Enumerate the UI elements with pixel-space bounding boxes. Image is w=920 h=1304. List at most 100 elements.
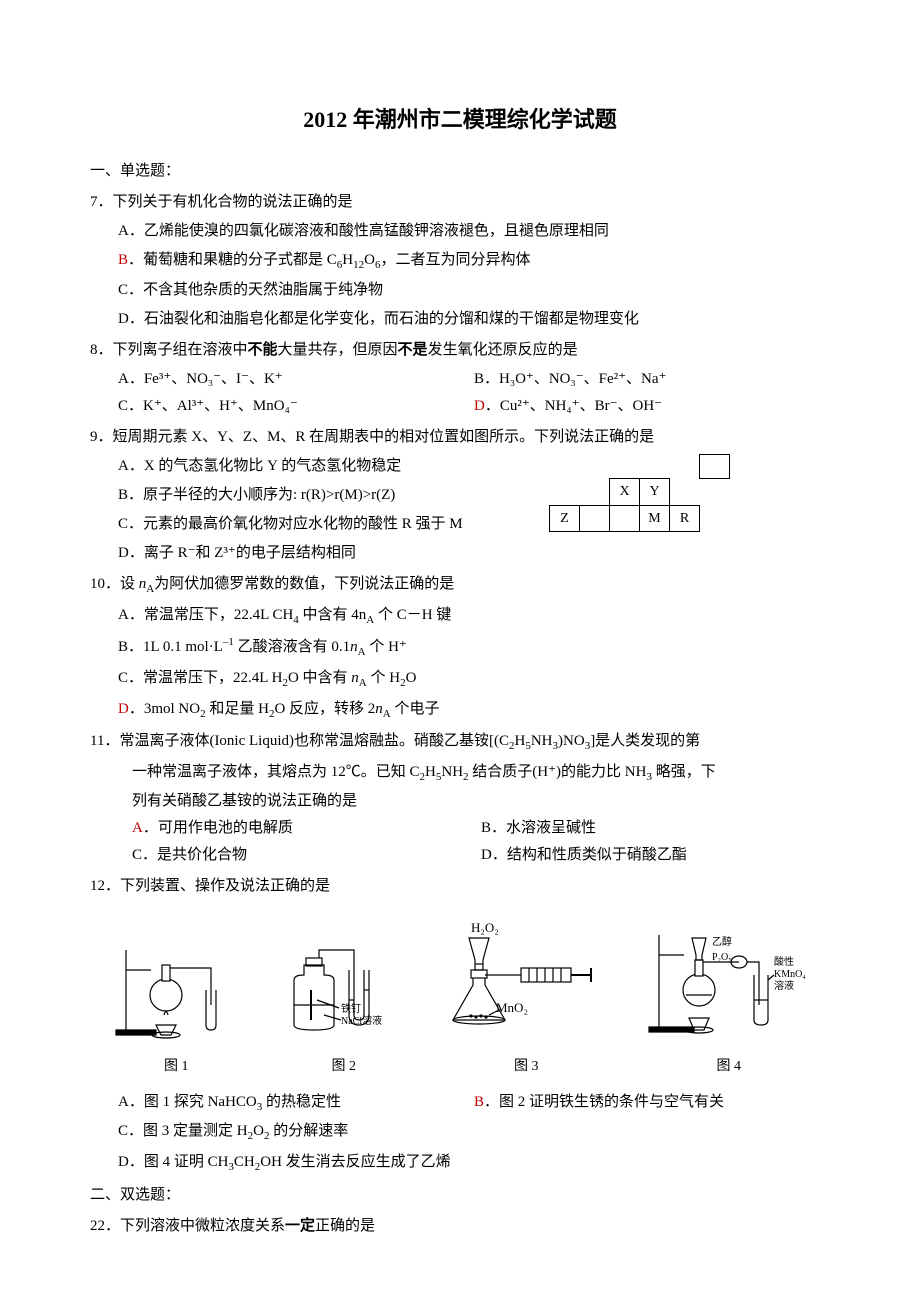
document-title: 2012 年潮州市二模理综化学试题 xyxy=(90,100,830,140)
q8-d-prefix: D xyxy=(474,398,485,414)
q8-option-b: B．H₃O⁺、NO₃⁻、Fe²⁺、Na⁺ xyxy=(474,366,830,393)
fig4-label-acid: 酸性 xyxy=(774,955,794,968)
q7-b-mid1: H xyxy=(342,252,353,268)
q11-option-c: C．是共价化合物 xyxy=(132,842,481,869)
question-11: 11．常温离子液体(Ionic Liquid)也称常温熔融盐。硝酸乙基铵[(C2… xyxy=(90,728,830,869)
q11-l2-post: 略强，下 xyxy=(652,764,716,780)
q12-option-a: A．图 1 探究 NaHCO3 的热稳定性 xyxy=(118,1089,474,1118)
q10-b-post: 个 H⁺ xyxy=(366,639,407,655)
fig3-label: 图 3 xyxy=(441,1054,611,1079)
question-22: 22．下列溶液中微粒浓度关系一定正确的是 xyxy=(90,1213,830,1240)
q7-option-c: C．不含其他杂质的天然油脂属于纯净物 xyxy=(118,277,830,304)
question-7: 7．下列关于有机化合物的说法正确的是 A．乙烯能使溴的四氯化碳溶液和酸性高锰酸钾… xyxy=(90,189,830,334)
q11-stem-l2: 一种常温离子液体，其熔点为 12℃。已知 C2H5NH2 结合质子(H⁺)的能力… xyxy=(90,759,830,788)
q9-option-d: D．离子 R⁻和 Z³⁺的电子层结构相同 xyxy=(118,540,830,567)
q11-l1-pre: 11．常温离子液体(Ionic Liquid)也称常温熔融盐。硝酸乙基铵[(C xyxy=(90,733,509,749)
fig4-label-kmno4: KMnO₄ xyxy=(774,969,806,980)
pt-cell-x: X xyxy=(610,479,640,505)
q10-stem: 10．设 nA为阿伏加德罗常数的数值，下列说法正确的是 xyxy=(90,571,830,600)
q10-d-prefix: D xyxy=(118,701,129,717)
q12-figures: 图 1 铁钉 xyxy=(90,920,830,1079)
q10-c-sub2: A xyxy=(359,677,367,689)
q10-c-pre: C．常温常压下，22.4L H xyxy=(118,670,282,686)
periodic-table-diagram: XY ZMR xyxy=(549,454,730,531)
q8-option-d: D．Cu²⁺、NH₄⁺、Br⁻、OH⁻ xyxy=(474,393,830,420)
q7-option-a: A．乙烯能使溴的四氯化碳溶液和酸性高锰酸钾溶液褪色，且褪色原理相同 xyxy=(118,218,830,245)
fig4-svg: 乙醇 P₂O₅ 酸性 KMnO₄ 溶液 xyxy=(644,920,814,1040)
q10-b-pre: B．1L 0.1 mol·L xyxy=(118,639,223,655)
q11-l2-mid1: H xyxy=(425,764,436,780)
fig3-svg: H₂O₂ MnO₂ xyxy=(441,920,611,1040)
q12-b-text: ．图 2 证明铁生锈的条件与空气有关 xyxy=(484,1094,724,1110)
q10-stem-post: 为阿伏加德罗常数的数值，下列说法正确的是 xyxy=(154,576,454,592)
fig3-label-h2o2: H₂O₂ xyxy=(471,920,499,935)
q12-stem: 12．下列装置、操作及说法正确的是 xyxy=(90,873,830,900)
pt-cell-r: R xyxy=(670,505,700,531)
fig2-svg: 铁钉 NaCl溶液 xyxy=(279,930,409,1040)
q10-b-sup: –1 xyxy=(223,636,234,648)
q10-a-post: 个 C－H 键 xyxy=(374,607,451,623)
q11-option-b: B．水溶液呈碱性 xyxy=(481,815,830,842)
q7-option-b: B．葡萄糖和果糖的分子式都是 C6H12O6，二者互为同分异构体 xyxy=(118,247,830,276)
q7-b-mid2: O xyxy=(364,252,375,268)
q9-stem: 9．短周期元素 X、Y、Z、M、R 在周期表中的相对位置如图所示。下列说法正确的… xyxy=(90,424,830,451)
q8-option-a: A．Fe³⁺、NO₃⁻、I⁻、K⁺ xyxy=(118,366,474,393)
q11-l1-mid1: H xyxy=(515,733,526,749)
q10-d-sub3: A xyxy=(383,708,391,720)
fig3-label-mno2: MnO₂ xyxy=(496,1000,528,1015)
fig4-label: 图 4 xyxy=(644,1054,814,1079)
q11-l2-mid3: 结合质子(H⁺)的能力比 NH xyxy=(469,764,647,780)
fig1-svg xyxy=(106,930,246,1040)
fig1-label: 图 1 xyxy=(106,1054,246,1079)
fig4-label-solution: 溶液 xyxy=(774,979,794,992)
q10-b-mid: 乙酸溶液含有 0.1 xyxy=(234,639,350,655)
q8-stem-post: 发生氧化还原反应的是 xyxy=(428,342,578,358)
q10-b-italic: n xyxy=(350,639,358,655)
q11-stem-l1: 11．常温离子液体(Ionic Liquid)也称常温熔融盐。硝酸乙基铵[(C2… xyxy=(90,728,830,757)
q10-d-italic: n xyxy=(375,701,383,717)
q12-d-post: OH 发生消去反应生成了乙烯 xyxy=(260,1154,450,1170)
q7-b-sub2: 12 xyxy=(353,259,364,271)
question-10: 10．设 nA为阿伏加德罗常数的数值，下列说法正确的是 A．常温常压下，22.4… xyxy=(90,571,830,724)
question-9: 9．短周期元素 X、Y、Z、M、R 在周期表中的相对位置如图所示。下列说法正确的… xyxy=(90,424,830,567)
q12-option-b: B．图 2 证明铁生锈的条件与空气有关 xyxy=(474,1089,830,1118)
q10-c-post: 个 H xyxy=(367,670,400,686)
q11-stem-l3: 列有关硝酸乙基铵的说法正确的是 xyxy=(90,788,830,815)
fig4-label-ethanol: 乙醇 xyxy=(712,935,732,948)
figure-2: 铁钉 NaCl溶液 图 2 xyxy=(279,930,409,1079)
section2-header: 二、双选题： xyxy=(90,1182,830,1209)
pt-cell-z: Z xyxy=(550,505,580,531)
q8-stem-pre: 8．下列离子组在溶液中 xyxy=(90,342,248,358)
section1-header: 一、单选题： xyxy=(90,158,830,185)
q10-c-mid: O 中含有 xyxy=(288,670,351,686)
q22-stem: 22．下列溶液中微粒浓度关系一定正确的是 xyxy=(90,1213,830,1240)
q10-option-c: C．常温常压下，22.4L H2O 中含有 nA 个 H2O xyxy=(118,665,830,694)
fig2-label-nacl: NaCl溶液 xyxy=(341,1014,382,1027)
q10-d-mid: 和足量 H xyxy=(206,701,269,717)
q11-l1-mid2: NH xyxy=(531,733,553,749)
q10-option-a: A．常温常压下，22.4L CH4 中含有 4nA 个 C－H 键 xyxy=(118,602,830,631)
pt-cell-y: Y xyxy=(640,479,670,505)
fig4-label-p2o5: P₂O₅ xyxy=(712,952,732,963)
q10-stem-pre: 10．设 xyxy=(90,576,139,592)
q12-d-pre: D．图 4 证明 CH xyxy=(118,1154,228,1170)
q11-l1-post: ]是人类发现的第 xyxy=(590,733,700,749)
q8-stem: 8．下列离子组在溶液中不能大量共存，但原因不是发生氧化还原反应的是 xyxy=(90,337,830,364)
q10-option-b: B．1L 0.1 mol·L–1 乙酸溶液含有 0.1nA 个 H⁺ xyxy=(118,633,830,663)
q12-a-post: 的热稳定性 xyxy=(262,1094,341,1110)
q22-stem-post: 正确的是 xyxy=(315,1218,375,1234)
q12-option-c: C．图 3 定量测定 H2O2 的分解速率 xyxy=(118,1118,830,1147)
q12-c-post: 的分解速率 xyxy=(269,1123,348,1139)
q8-stem-bold2: 不是 xyxy=(398,342,428,358)
q10-a-pre: A．常温常压下，22.4L CH xyxy=(118,607,293,623)
q11-l2-mid2: NH xyxy=(441,764,463,780)
q10-d-pre: ．3mol NO xyxy=(129,701,200,717)
q10-b-sub: A xyxy=(358,646,366,658)
q22-stem-pre: 22．下列溶液中微粒浓度关系 xyxy=(90,1218,285,1234)
q22-stem-bold: 一定 xyxy=(285,1218,315,1234)
q8-option-c: C．K⁺、Al³⁺、H⁺、MnO₄⁻ xyxy=(118,393,474,420)
q12-a-pre: A．图 1 探究 NaHCO xyxy=(118,1094,257,1110)
q12-c-pre: C．图 3 定量测定 H xyxy=(118,1123,248,1139)
q12-d-mid1: CH xyxy=(234,1154,255,1170)
q8-stem-mid: 大量共存，但原因 xyxy=(278,342,398,358)
